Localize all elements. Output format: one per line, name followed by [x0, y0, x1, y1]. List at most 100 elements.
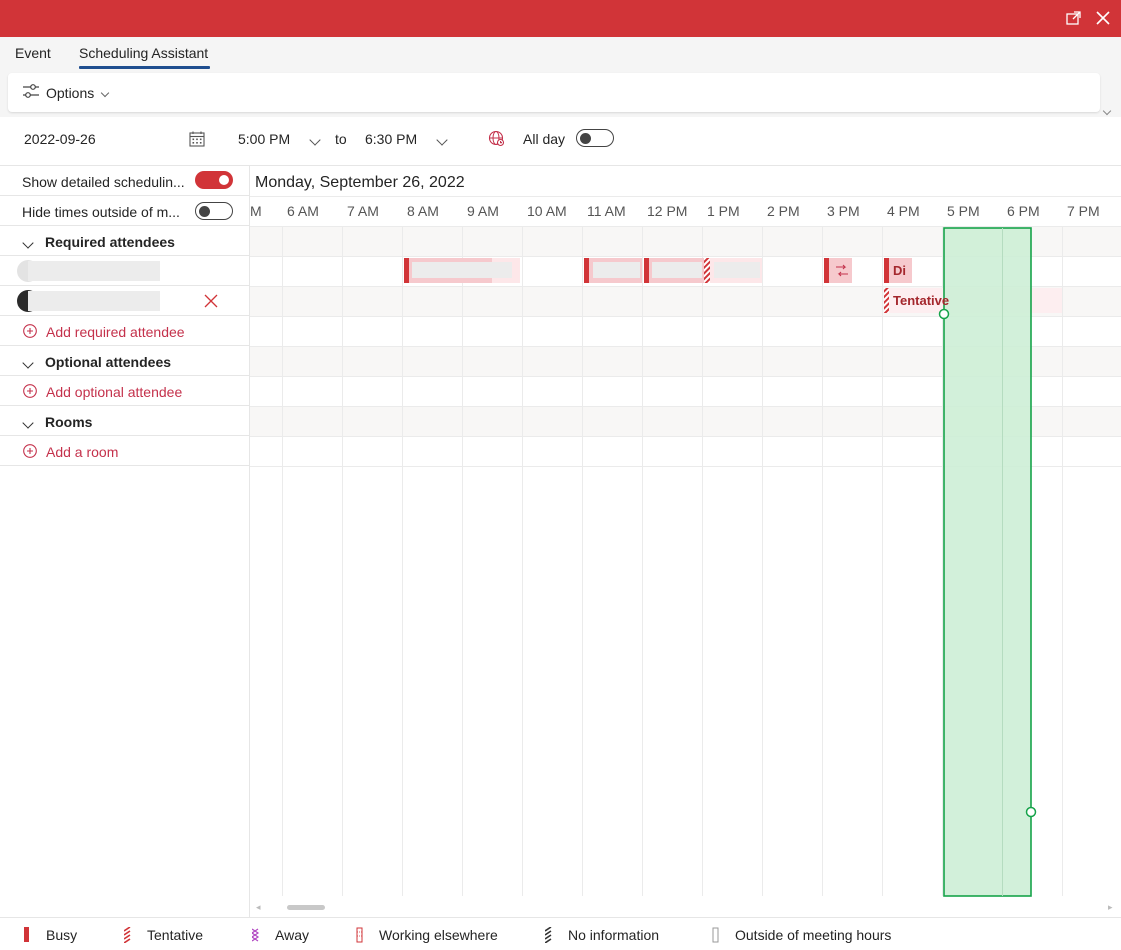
legend-outside-meeting-hours: Outside of meeting hours	[735, 927, 892, 943]
attendee-row	[0, 256, 249, 286]
hour-label: M	[250, 203, 262, 219]
active-tab-indicator	[79, 66, 210, 69]
show-detailed-label: Show detailed schedulin...	[22, 174, 185, 190]
hour-label: 6 PM	[1007, 203, 1040, 219]
rooms-header[interactable]: Rooms	[0, 406, 249, 436]
tab-scheduling-assistant[interactable]: Scheduling Assistant	[79, 45, 209, 61]
busy-block[interactable]	[404, 258, 520, 283]
add-circle-icon	[22, 323, 38, 342]
hour-label: 4 PM	[887, 203, 920, 219]
hour-label: 2 PM	[767, 203, 800, 219]
hour-label: 1 PM	[707, 203, 740, 219]
collapse-chevron-icon[interactable]	[22, 354, 34, 370]
end-time-chevron-icon[interactable]	[436, 131, 448, 147]
end-time-field[interactable]: 6:30 PM	[365, 131, 418, 147]
pop-out-icon[interactable]	[1064, 8, 1084, 28]
horizontal-scrollbar-thumb[interactable]	[287, 905, 325, 910]
add-circle-icon	[22, 383, 38, 402]
hide-times-toggle[interactable]	[195, 202, 233, 220]
selected-time-range[interactable]	[943, 227, 1032, 897]
add-optional-attendee-link[interactable]: Add optional attendee	[46, 384, 183, 400]
tentative-legend-icon	[124, 927, 131, 943]
scroll-left-icon[interactable]: ◂	[256, 902, 261, 912]
hour-label: 8 AM	[407, 203, 439, 219]
scheduling-grid[interactable]: Monday, September 26, 2022 M 6 AM 7 AM 8…	[250, 166, 1121, 917]
repeat-icon	[836, 264, 848, 277]
tentative-block[interactable]	[704, 258, 762, 283]
to-label: to	[335, 131, 347, 147]
legend-busy: Busy	[46, 927, 78, 943]
legend-working-elsewhere: Working elsewhere	[379, 927, 498, 943]
sliders-icon	[22, 83, 40, 102]
legend-tentative: Tentative	[147, 927, 204, 943]
timeline-date-header: Monday, September 26, 2022	[255, 174, 465, 191]
show-detailed-row: Show detailed schedulin...	[0, 166, 249, 196]
attendee-name-redacted	[28, 261, 160, 281]
options-card: Options	[8, 73, 1100, 112]
date-time-row: 2022-09-26 5:00 PM to 6:30 PM All day	[0, 117, 1121, 166]
outside-hours-legend-icon	[712, 927, 719, 943]
tentative-label: Tentative	[893, 293, 950, 308]
start-time-field[interactable]: 5:00 PM	[238, 131, 291, 147]
hour-label: 11 AM	[587, 203, 626, 219]
add-circle-icon	[22, 443, 38, 462]
legend-away: Away	[275, 927, 309, 943]
attendee-row	[0, 286, 249, 316]
required-attendees-label: Required attendees	[45, 234, 175, 250]
hour-label: 12 PM	[647, 203, 688, 219]
hour-label: 5 PM	[947, 203, 980, 219]
show-detailed-toggle[interactable]	[195, 171, 233, 189]
date-field[interactable]: 2022-09-26	[24, 131, 96, 147]
event-label: Di	[893, 263, 906, 278]
collapse-chevron-icon[interactable]	[22, 234, 34, 250]
resize-handle-end	[1025, 806, 1037, 818]
optional-attendees-header[interactable]: Optional attendees	[0, 346, 249, 376]
time-zone-globe-icon[interactable]	[487, 129, 507, 152]
hide-times-label: Hide times outside of m...	[22, 204, 180, 220]
hour-label: 9 AM	[467, 203, 499, 219]
busy-block[interactable]	[884, 258, 912, 283]
away-legend-icon	[252, 928, 260, 942]
optional-attendees-label: Optional attendees	[45, 354, 172, 370]
all-day-toggle[interactable]	[576, 129, 614, 147]
tab-event[interactable]: Event	[15, 45, 51, 61]
add-room-row[interactable]: Add a room	[0, 436, 249, 466]
attendee-name-redacted	[28, 291, 160, 311]
scroll-right-icon[interactable]: ▸	[1108, 902, 1113, 912]
attendee-panel: Show detailed schedulin... Hide times ou…	[0, 166, 250, 917]
add-room-link[interactable]: Add a room	[46, 444, 119, 460]
options-label: Options	[46, 84, 95, 101]
chevron-down-icon	[101, 83, 110, 99]
no-information-legend-icon	[545, 927, 552, 943]
remove-attendee-icon[interactable]	[203, 293, 219, 312]
hour-label: 7 AM	[347, 203, 379, 219]
all-day-label: All day	[523, 131, 566, 147]
add-required-row[interactable]: Add required attendee	[0, 316, 249, 346]
hide-times-row: Hide times outside of m...	[0, 196, 249, 226]
start-time-chevron-icon[interactable]	[309, 131, 321, 147]
legend: Busy Tentative Away Working elsewhere No…	[0, 917, 1121, 950]
busy-block-recurring[interactable]	[824, 258, 852, 283]
toolbar: Options	[0, 69, 1121, 117]
busy-legend-icon	[24, 927, 29, 942]
options-button[interactable]: Options	[22, 83, 110, 102]
hour-label: 7 PM	[1067, 203, 1100, 219]
expand-chevron-icon[interactable]	[1102, 101, 1112, 117]
hour-label: 3 PM	[827, 203, 860, 219]
busy-block[interactable]	[644, 258, 704, 283]
legend-no-information: No information	[568, 927, 660, 943]
hour-label: 6 AM	[287, 203, 319, 219]
add-optional-row[interactable]: Add optional attendee	[0, 376, 249, 406]
rooms-label: Rooms	[45, 414, 93, 430]
tab-bar: Event Scheduling Assistant	[0, 37, 1121, 69]
resize-handle-start	[938, 308, 950, 320]
title-bar	[0, 0, 1121, 37]
collapse-chevron-icon[interactable]	[22, 414, 34, 430]
add-required-attendee-link[interactable]: Add required attendee	[46, 324, 185, 340]
hour-label: 10 AM	[527, 203, 567, 219]
required-attendees-header[interactable]: Required attendees	[0, 226, 249, 256]
close-icon[interactable]	[1093, 8, 1113, 28]
working-elsewhere-legend-icon	[356, 927, 363, 943]
busy-block[interactable]	[584, 258, 642, 283]
calendar-icon[interactable]	[188, 130, 206, 151]
